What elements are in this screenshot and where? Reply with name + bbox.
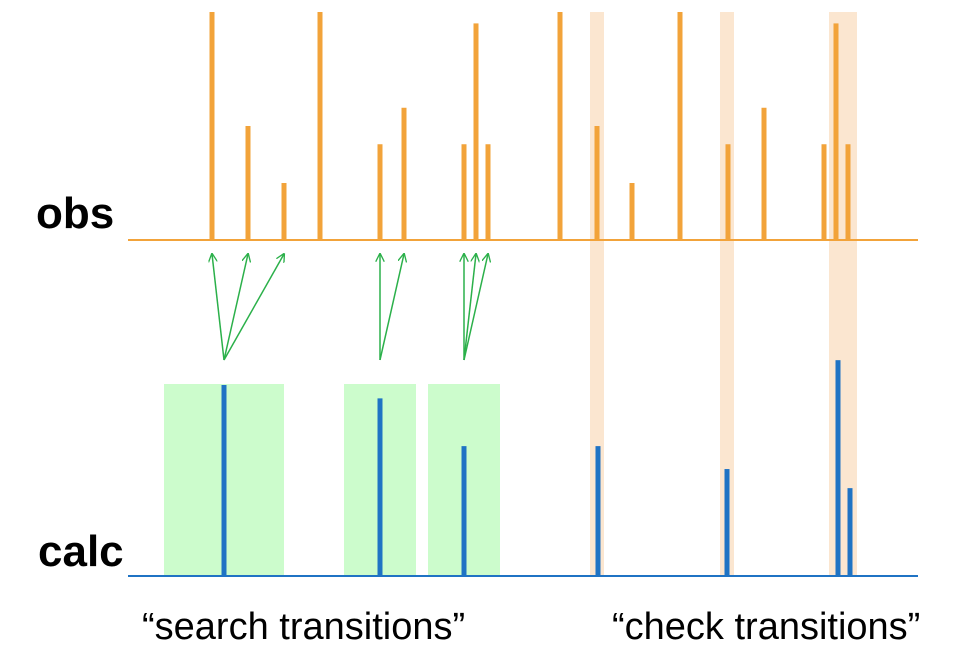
obs-peak-8 [473, 23, 479, 241]
calc-peak-5 [724, 469, 730, 576]
check-regions [590, 12, 857, 576]
calc-peak-6 [835, 360, 841, 576]
obs-peaks [209, 12, 851, 241]
obs-peak-7 [461, 144, 467, 240]
obs-peak-2 [245, 126, 251, 240]
calc-peak-3 [461, 446, 467, 576]
obs-peak-6 [401, 107, 407, 240]
obs-peak-1 [209, 12, 215, 240]
search-regions [164, 384, 500, 576]
transition-arrow-1-3 [223, 254, 284, 361]
transition-arrows [212, 254, 488, 361]
obs-peak-17 [833, 23, 839, 241]
obs-peak-13 [677, 12, 683, 240]
calc-peak-2 [377, 398, 383, 576]
transition-arrow-3-3 [463, 254, 488, 361]
obs-peak-12 [629, 183, 635, 240]
obs-peak-10 [557, 12, 563, 240]
obs-peak-14 [725, 144, 731, 240]
obs-peak-4 [317, 12, 323, 240]
calc-peak-7 [847, 488, 853, 576]
check-region-1 [590, 12, 604, 576]
calc-peak-4 [595, 446, 601, 576]
calc-peaks [221, 360, 853, 576]
search-transitions-caption: “search transitions” [142, 606, 466, 648]
transition-arrow-1-2 [223, 254, 248, 361]
obs-peak-9 [485, 144, 491, 240]
obs-peak-18 [845, 144, 851, 240]
obs-peak-16 [821, 144, 827, 240]
obs-peak-5 [377, 144, 383, 240]
obs-peak-3 [281, 183, 287, 240]
calc-peak-1 [221, 385, 227, 576]
calc-label: calc [38, 527, 124, 576]
obs-peak-11 [594, 126, 600, 240]
check-transitions-caption: “check transitions” [612, 606, 921, 648]
obs-label: obs [36, 189, 115, 238]
obs-peak-15 [761, 107, 767, 240]
transition-arrow-3-2 [463, 254, 476, 361]
check-region-3 [829, 12, 857, 576]
transition-arrow-1-1 [212, 254, 225, 361]
transition-arrow-2-2 [379, 254, 404, 361]
